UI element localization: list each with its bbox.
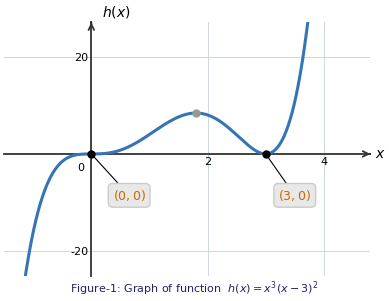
Text: $(3, 0)$: $(3, 0)$ <box>268 157 311 203</box>
Text: $h(x)$: $h(x)$ <box>102 4 130 20</box>
Text: $x$: $x$ <box>375 147 385 161</box>
Text: Figure-1: Graph of function  $h(x) = x^3(x-3)^2$: Figure-1: Graph of function $h(x) = x^3(… <box>70 279 319 298</box>
Text: $(0, 0)$: $(0, 0)$ <box>94 157 145 203</box>
Text: 0: 0 <box>77 163 84 173</box>
